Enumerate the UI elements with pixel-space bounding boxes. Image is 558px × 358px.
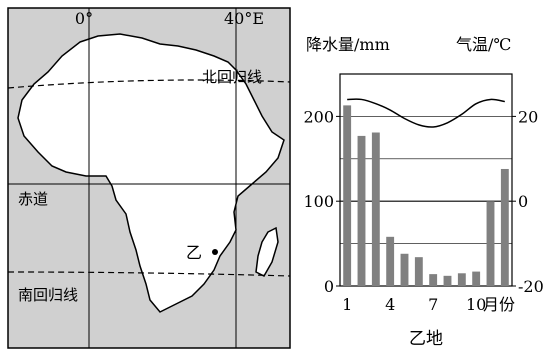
grid-lines — [340, 116, 512, 244]
precipitation-bar-2 — [357, 135, 366, 286]
x-tick-label-1: 1 — [342, 295, 352, 314]
tropic-of-cancer-label: 北回归线 — [202, 68, 262, 86]
tropic-of-capricorn-label: 南回归线 — [18, 286, 78, 304]
precipitation-bar-3 — [371, 132, 380, 286]
left-axis-title: 降水量/mm — [306, 35, 390, 54]
precipitation-bar-10 — [472, 271, 481, 286]
madagascar-island — [255, 226, 279, 277]
climate-chart-panel: 降水量/mm 气温/℃ 0 100 200 -20 0 20 1 4 7 10 月份 乙地 — [296, 0, 558, 354]
left-tick-label-100: 100 — [303, 192, 334, 211]
right-tick-label-20: 20 — [518, 107, 538, 126]
precipitation-bar-4 — [386, 236, 395, 286]
precipitation-bar-7 — [429, 274, 438, 286]
climate-chart: 降水量/mm 气温/℃ 0 100 200 -20 0 20 1 4 7 10 月份 乙地 — [303, 35, 543, 349]
precipitation-bar-9 — [457, 273, 466, 286]
precipitation-bar-5 — [400, 253, 409, 286]
right-tick-label-0: 0 — [518, 192, 528, 211]
right-axis-title: 气温/℃ — [456, 35, 511, 54]
lon-label-40e: 40°E — [224, 9, 264, 28]
equator-label: 赤道 — [18, 190, 48, 208]
tropic-of-capricorn-line — [7, 271, 291, 277]
x-tick-label-7: 7 — [428, 295, 438, 314]
x-tick-label-10: 10 — [466, 295, 486, 314]
axis-ticks: 0 100 200 -20 0 20 1 4 7 10 — [303, 107, 543, 314]
lon-label-0: 0° — [75, 9, 93, 28]
left-tick-label-200: 200 — [303, 107, 334, 126]
temperature-line — [347, 98, 505, 128]
temperature-curve — [347, 98, 505, 128]
precipitation-bar-6 — [414, 257, 423, 286]
precipitation-bars — [343, 105, 509, 286]
africa-continent — [17, 33, 285, 313]
precipitation-bar-8 — [443, 275, 452, 286]
precipitation-bar-12 — [500, 168, 509, 286]
plot-frame — [339, 73, 513, 287]
x-tick-label-4: 4 — [385, 295, 395, 314]
right-tick-label--20: -20 — [518, 277, 544, 296]
africa-map: 0° 40°E 北回归线 赤道 南回归线 乙 — [7, 7, 291, 349]
precipitation-bar-11 — [486, 201, 495, 286]
left-tick-label-0: 0 — [324, 277, 334, 296]
tropic-of-cancer-line — [7, 79, 291, 89]
africa-map-panel: 0° 40°E 北回归线 赤道 南回归线 乙 — [7, 7, 291, 349]
precipitation-bar-1 — [343, 105, 352, 286]
chart-caption: 乙地 — [409, 329, 443, 349]
point-yi-marker — [212, 249, 218, 255]
point-yi-label: 乙 — [186, 243, 202, 262]
x-unit-label: 月份 — [483, 295, 515, 314]
